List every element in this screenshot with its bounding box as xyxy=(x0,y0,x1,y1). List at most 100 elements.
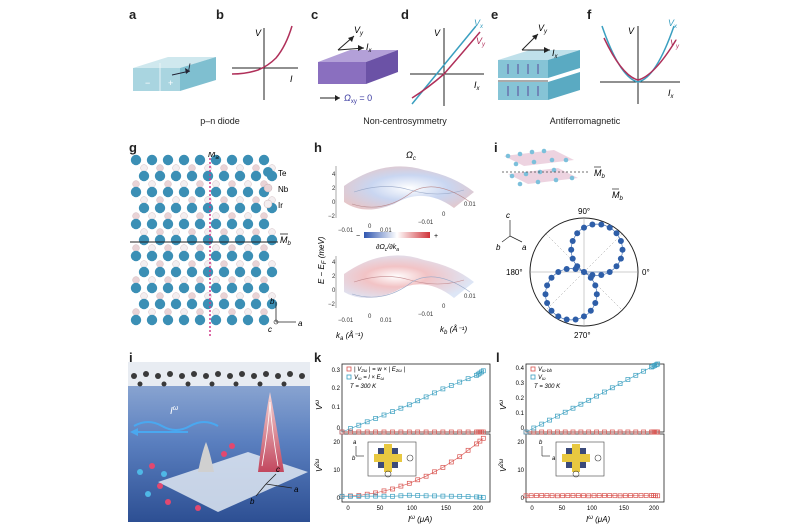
i-axis-b: b xyxy=(496,243,501,252)
data-point xyxy=(523,493,529,499)
h-bot-ztick-1: 2 xyxy=(332,274,336,280)
data-point xyxy=(465,429,471,435)
k-ylabel-bottom: V xyxy=(315,466,324,472)
te-atom xyxy=(258,314,270,326)
te-atom xyxy=(154,266,166,278)
nb-ir-atom xyxy=(220,228,228,236)
panel-k-chart: Vω V2ω 0.3 0.2 0.1 0 20 10 0 0 50 100 15… xyxy=(315,363,491,524)
data-point xyxy=(594,393,599,399)
data-point xyxy=(432,493,437,499)
k-xtick-2: 100 xyxy=(407,506,418,512)
te-atom xyxy=(234,170,246,182)
d-axis-i: I xyxy=(474,80,477,90)
svg-text:Mb: Mb xyxy=(612,190,624,202)
l-xtick-3: 150 xyxy=(619,506,630,512)
te-atom xyxy=(250,202,262,214)
te-atom xyxy=(194,314,206,326)
k-xlabel: I xyxy=(408,515,411,524)
l-xtick-2: 100 xyxy=(587,506,598,512)
polar-fit-curve xyxy=(545,223,623,321)
te-atom xyxy=(146,250,158,262)
te-atom xyxy=(242,186,254,198)
d-axis-v: V xyxy=(434,28,441,38)
panel-d-iv: V Ix Vx Vy xyxy=(410,18,486,106)
l-legend-1: V xyxy=(538,367,543,373)
panel-label-e: e xyxy=(491,7,499,22)
data-point xyxy=(381,493,387,499)
data-point xyxy=(448,459,454,465)
te-atom xyxy=(226,314,238,326)
svg-text:Vω: Vω xyxy=(315,400,324,410)
te-atom xyxy=(162,154,174,166)
svg-text:Iω (μA): Iω (μA) xyxy=(408,515,433,524)
panel-f-iv: V Ix Vx Vy xyxy=(600,18,680,104)
nb-ir-atom xyxy=(236,228,244,236)
te-atom xyxy=(210,282,222,294)
te-atom xyxy=(266,298,278,310)
te-atom xyxy=(138,170,150,182)
k-ytick-top-0: 0.3 xyxy=(332,368,341,374)
svg-text:Vx: Vx xyxy=(474,18,484,30)
panel-e-afm-stack: Vy Ix xyxy=(498,23,580,100)
h-bot-katick-2: 0.01 xyxy=(380,318,392,324)
f-axis-v: V xyxy=(628,26,635,36)
l-ytick-top-4: 0 xyxy=(521,426,525,432)
te-atom xyxy=(250,298,262,310)
nb-ir-atom xyxy=(236,164,244,172)
te-atom xyxy=(258,218,270,230)
nb-ir-atom xyxy=(164,212,172,220)
data-point xyxy=(655,361,661,367)
c-omega-eq: = 0 xyxy=(357,93,372,103)
data-point xyxy=(440,429,446,435)
nb-ir-atom xyxy=(188,164,196,172)
nb-ir-atom xyxy=(252,164,260,172)
data-point xyxy=(581,493,586,499)
l-xtick-1: 50 xyxy=(559,506,566,512)
h-top-ztick-1: 2 xyxy=(332,186,336,192)
data-point xyxy=(398,405,404,411)
data-point xyxy=(348,426,353,431)
data-point xyxy=(356,429,362,435)
te-atom xyxy=(138,202,150,214)
te-atom xyxy=(242,250,254,262)
panel-label-j: j xyxy=(129,350,133,365)
te-atom xyxy=(146,314,158,326)
te-atom xyxy=(154,298,166,310)
data-point xyxy=(364,419,370,425)
c-omega: Ω xyxy=(344,93,351,103)
nb-ir-atom xyxy=(228,244,236,252)
nb-ir-atom xyxy=(172,196,180,204)
data-point xyxy=(602,429,607,435)
nb-ir-atom xyxy=(244,244,252,252)
data-point xyxy=(406,480,412,486)
data-point xyxy=(617,381,623,386)
data-point xyxy=(474,494,479,500)
l-ytick-top-3: 0.1 xyxy=(516,411,525,417)
f-vy-sub: y xyxy=(675,44,680,50)
j-axis-c: c xyxy=(276,465,280,474)
te-atom xyxy=(218,234,230,246)
nb-ir-atom xyxy=(132,244,140,252)
te-atom xyxy=(138,298,150,310)
te-atom xyxy=(162,282,174,294)
svg-text:Ix: Ix xyxy=(668,88,675,100)
data-point xyxy=(423,429,429,435)
nb-ir-atom xyxy=(228,212,236,220)
te-atom xyxy=(130,218,142,230)
nb-ir-atom xyxy=(244,276,252,284)
g-ma: M xyxy=(208,152,216,159)
te-atom xyxy=(170,266,182,278)
h-zunit: (meV) xyxy=(317,236,326,260)
data-point xyxy=(415,398,421,404)
c-vy-label: V xyxy=(354,25,361,35)
l-inset-axis-a: a xyxy=(552,456,556,462)
data-point xyxy=(612,493,618,499)
h-top-ztick-3: −2 xyxy=(328,214,336,220)
nb-ir-atom xyxy=(164,244,172,252)
nb-ir-atom xyxy=(156,228,164,236)
data-point xyxy=(565,493,571,498)
svg-text:Vω: Vω xyxy=(538,375,546,381)
data-point xyxy=(586,429,592,435)
te-atom xyxy=(162,250,174,262)
te-atom xyxy=(162,218,174,230)
